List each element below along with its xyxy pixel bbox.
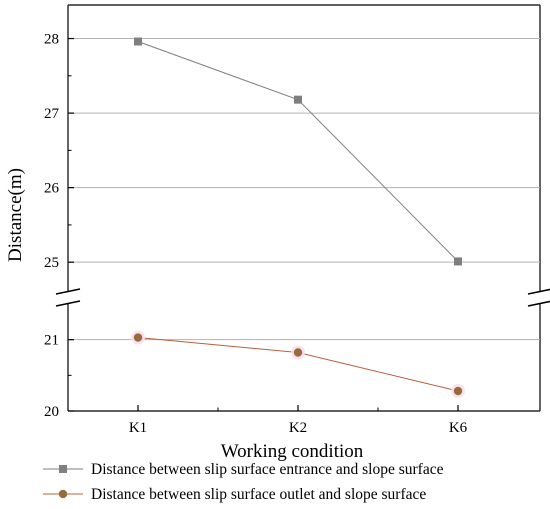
legend: Distance between slip surface entrance a… (43, 461, 444, 503)
plot-frame (55, 4, 550, 412)
data-point-s1-K1 (133, 333, 143, 342)
axis-break-mark-right-1 (527, 288, 550, 295)
y-tick-label-21: 21 (44, 333, 59, 349)
axis-break-mark-left-1 (55, 288, 81, 295)
grid-lines (68, 38, 540, 341)
data-point-s0-K1 (134, 37, 142, 46)
x-axis-title: Working condition (221, 441, 364, 462)
data-point-s0-K6 (454, 257, 462, 266)
data-point-s1-K2 (293, 348, 303, 357)
legend-swatch-outlet-marker (58, 489, 68, 499)
y-tick-label-20: 20 (44, 404, 59, 420)
series-line-0 (137, 41, 459, 262)
y-tick-label-28: 28 (44, 32, 59, 48)
axis-break-mark-right-2 (527, 300, 550, 307)
legend-item-outlet: Distance between slip surface outlet and… (43, 486, 426, 503)
y-tick-label-25: 25 (44, 255, 59, 271)
data-point-s1-K6 (453, 386, 463, 396)
series (131, 37, 465, 399)
legend-item-entrance: Distance between slip surface entrance a… (43, 461, 444, 478)
y-tick-label-26: 26 (44, 181, 60, 197)
legend-swatch-entrance-marker (59, 465, 67, 473)
y-tick-label-27: 27 (44, 106, 60, 122)
legend-label-outlet: Distance between slip surface outlet and… (91, 486, 426, 503)
x-tick-label-K6: K6 (449, 420, 468, 436)
x-tick-label-K2: K2 (289, 420, 307, 436)
x-tick-label-K1: K1 (129, 420, 147, 436)
data-point-s0-K2 (294, 95, 302, 104)
y-axis-title: Distance(m) (5, 168, 26, 262)
axis-break-mark-left-2 (55, 300, 81, 307)
axis-ticks: 25 26 27 28 20 21 K1 K2 K6 (44, 32, 468, 436)
legend-label-entrance: Distance between slip surface entrance a… (91, 461, 444, 478)
